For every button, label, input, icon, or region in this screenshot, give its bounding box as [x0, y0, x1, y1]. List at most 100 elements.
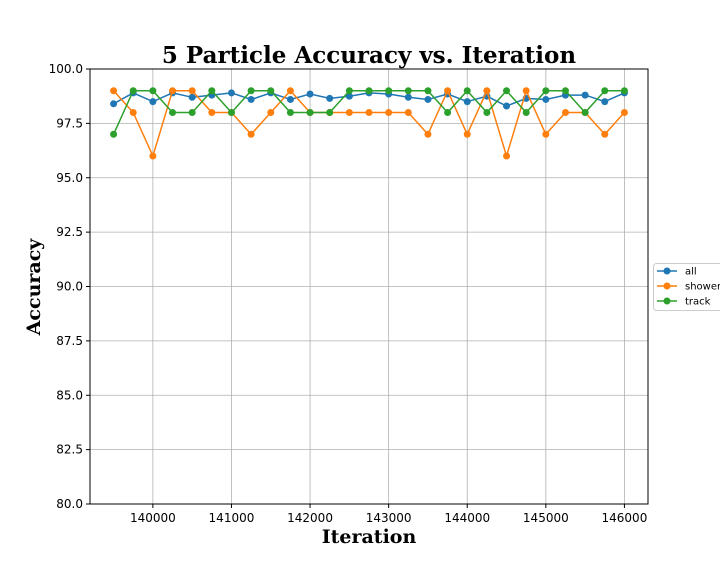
data-point-shower: [503, 152, 511, 160]
y-axis-label: Accuracy: [23, 238, 45, 337]
data-point-track: [601, 87, 609, 95]
data-point-track: [561, 87, 569, 95]
data-point-all: [542, 95, 550, 103]
data-point-shower: [208, 109, 216, 116]
data-point-track: [247, 87, 255, 95]
y-tick-label: 80.0: [56, 497, 83, 511]
data-point-shower: [169, 87, 177, 95]
y-tick-label: 97.5: [56, 116, 83, 130]
data-point-track: [522, 109, 530, 116]
data-point-all: [149, 98, 157, 106]
data-point-track: [208, 87, 216, 95]
data-point-all: [227, 89, 235, 97]
x-tick-label: 140000: [130, 511, 176, 525]
data-point-track: [620, 87, 628, 95]
grid: [90, 68, 648, 505]
data-point-track: [365, 87, 373, 95]
data-point-shower: [365, 109, 373, 116]
x-axis-ticks: 140000 141000 142000 143000 144000 145000 1460…: [130, 504, 647, 525]
x-tick-label: 145000: [523, 511, 569, 525]
data-point-shower: [267, 109, 275, 116]
data-point-all: [345, 92, 353, 100]
data-point-track: [483, 109, 491, 116]
data-point-track: [306, 109, 314, 116]
data-point-shower: [444, 87, 452, 95]
data-point-track: [326, 109, 334, 116]
x-tick-label: 146000: [602, 511, 648, 525]
x-axis-label: Iteration: [322, 526, 417, 548]
data-point-shower: [424, 130, 432, 138]
x-tick-label: 144000: [444, 511, 490, 525]
data-point-all: [581, 91, 589, 99]
data-point-all: [247, 95, 255, 103]
data-point-track: [286, 109, 294, 116]
data-point-shower: [404, 109, 412, 116]
legend-label-track: track: [685, 297, 711, 308]
data-point-track: [345, 87, 353, 95]
data-point-shower: [345, 109, 353, 116]
y-tick-label: 85.0: [56, 388, 83, 402]
data-point-track: [110, 130, 118, 138]
legend-label-all: all: [685, 267, 697, 278]
data-point-track: [385, 87, 393, 95]
data-point-shower: [620, 109, 628, 116]
data-point-all: [601, 98, 609, 106]
series-layer: [110, 87, 628, 160]
y-tick-label: 100.0: [49, 62, 83, 76]
x-tick-label: 141000: [209, 511, 255, 525]
x-tick-label: 142000: [287, 511, 333, 525]
data-point-shower: [286, 87, 294, 95]
data-point-shower: [601, 130, 609, 138]
data-point-track: [444, 109, 452, 116]
data-point-track: [169, 109, 177, 116]
data-point-shower: [129, 109, 137, 116]
chart-title: 5 Particle Accuracy vs. Iteration: [162, 42, 576, 69]
data-point-track: [188, 109, 196, 116]
data-point-shower: [542, 130, 550, 138]
y-tick-label: 82.5: [56, 443, 83, 457]
data-point-shower: [188, 87, 196, 95]
data-point-track: [581, 109, 589, 116]
y-tick-label: 95.0: [56, 171, 83, 185]
data-point-shower: [149, 152, 157, 160]
data-point-shower: [522, 87, 530, 95]
data-point-shower: [463, 130, 471, 138]
data-point-shower: [385, 109, 393, 116]
data-point-all: [463, 98, 471, 106]
legend: all shower track: [653, 263, 720, 311]
data-point-track: [503, 87, 511, 95]
data-point-all: [326, 94, 334, 102]
data-point-all: [286, 95, 294, 103]
y-axis-ticks: 80.0 82.5 85.0 87.5 90.0 92.5 95.0 97.5 100.0: [49, 62, 90, 511]
data-point-track: [424, 87, 432, 95]
data-point-all: [404, 93, 412, 101]
legend-marker-track: [663, 297, 671, 305]
legend-marker-all: [663, 267, 671, 275]
data-point-track: [227, 109, 235, 116]
data-point-all: [424, 95, 432, 103]
data-point-track: [404, 87, 412, 95]
y-tick-label: 87.5: [56, 334, 83, 348]
legend-box: [653, 263, 720, 311]
data-point-track: [267, 87, 275, 95]
data-point-shower: [247, 130, 255, 138]
data-point-track: [542, 87, 550, 95]
data-point-track: [129, 87, 137, 95]
data-point-track: [149, 87, 157, 95]
legend-label-shower: shower: [685, 282, 720, 293]
data-point-shower: [110, 87, 118, 95]
series-track: [110, 87, 628, 138]
x-tick-label: 143000: [366, 511, 412, 525]
y-tick-label: 92.5: [56, 225, 83, 239]
data-point-shower: [561, 109, 569, 116]
data-point-track: [463, 87, 471, 95]
data-point-all: [110, 100, 118, 108]
data-point-all: [503, 102, 511, 110]
legend-marker-shower: [663, 282, 671, 290]
y-tick-label: 90.0: [56, 280, 83, 294]
data-point-all: [188, 93, 196, 101]
data-point-all: [306, 90, 314, 98]
data-point-shower: [483, 87, 491, 95]
